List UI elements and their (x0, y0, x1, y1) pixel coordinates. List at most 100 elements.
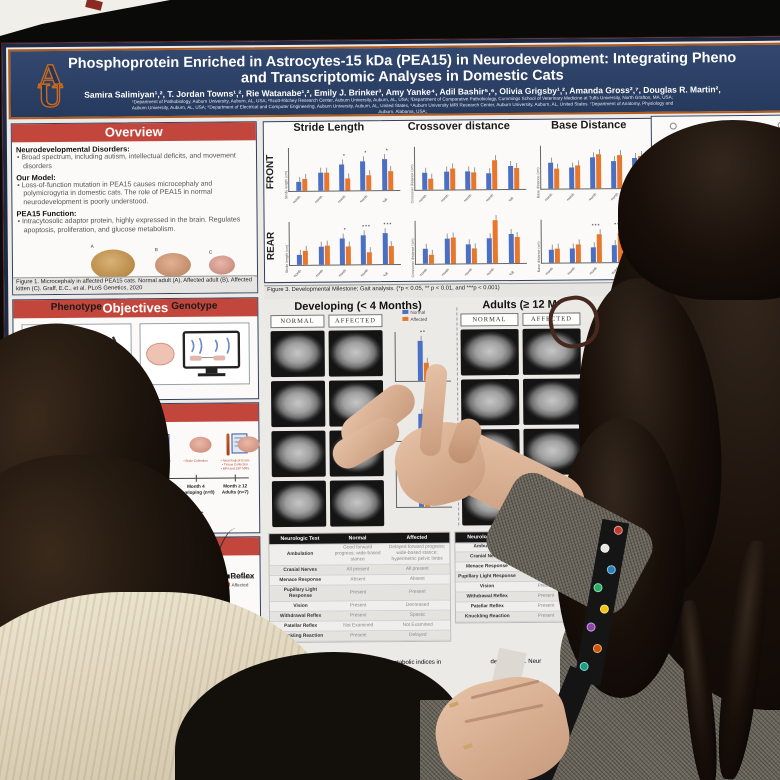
table-cell: All present (405, 566, 429, 572)
timeline-point: • Neurological Exam • Tissue Collection • … (215, 425, 261, 507)
table-cell: Cranial Nerves (283, 567, 318, 573)
y-axis-label-text: Stride length (cm) (284, 244, 290, 274)
table-cell: Delayed forward progress; wide-based sta… (388, 544, 446, 563)
dna-squiggle-icon (190, 337, 230, 355)
bar-affected (323, 172, 329, 191)
bar-affected (450, 237, 456, 264)
mri-image (328, 330, 383, 377)
table-cell: Ambulation (286, 551, 314, 557)
bar-group (482, 220, 504, 264)
bar-affected (492, 160, 498, 190)
mri-image (271, 480, 327, 528)
figure1-caption: Figure 1. Microcephaly in affected PEA15… (13, 274, 258, 295)
bar-affected (514, 236, 520, 264)
category-label: 1 month (416, 267, 429, 276)
table-row: Pupillary Light Response Present Present (269, 585, 450, 603)
bar-group (565, 244, 586, 263)
significance-label: * (385, 148, 389, 155)
bar-normal (296, 181, 302, 191)
category-label: 2 month (438, 267, 451, 276)
bar-affected (449, 168, 455, 190)
bar-group (460, 171, 482, 190)
category-label: 4 month (357, 268, 370, 277)
lanyard-pin (592, 643, 603, 654)
overview-header: Overview (11, 122, 256, 143)
bar-affected (345, 178, 351, 191)
category-label: 1 month (289, 194, 302, 203)
category-label: 3 month (586, 266, 598, 275)
overview-bullet-3: Intracytosolic adaptor protein, highly e… (22, 216, 253, 235)
gait-chart-titles: Stride Length Crossover distance Base Di… (264, 119, 654, 136)
chart-plot (414, 219, 527, 265)
bar-normal (339, 238, 345, 265)
bar-normal (569, 248, 575, 263)
overview-bullet-1: Broad spectrum, including autism, intell… (21, 152, 252, 171)
category-label: Adult (505, 196, 514, 202)
mri-image (460, 328, 519, 376)
auburn-university-logo-icon: A U (24, 55, 77, 116)
category-label: 1 month (290, 268, 303, 277)
bar-normal (611, 161, 617, 189)
category-label: 2 month (312, 194, 324, 203)
timeline-note: • Brain Collection (183, 458, 208, 463)
normal-swatch (402, 309, 409, 314)
table-cell: Patellar Reflex (470, 604, 504, 610)
chart-area: 1 month 2 month 3 month 4 month Adult (413, 145, 527, 217)
table-cell: Good forward progress; wide-based stance (334, 545, 381, 563)
bar-group (564, 165, 585, 189)
bar-group (313, 245, 335, 265)
timeline-notes: • Brain Collection (176, 459, 215, 463)
brain-icon (189, 436, 212, 453)
category-label: 3 month (585, 192, 598, 201)
bar-affected (429, 254, 435, 264)
bar-group: * (335, 227, 357, 265)
y-axis-label-text: Crossover distance (cm) (410, 238, 416, 278)
timeline-label: Month ≥ 12 Adults (n=7) (221, 483, 249, 495)
bar-affected (596, 154, 602, 189)
table-cell: Present (409, 589, 426, 595)
table-header-cell: Affected (406, 534, 428, 541)
bar-affected (471, 248, 477, 264)
chart-area: * * * 1 month 2 month 3 month 4 month Adult (287, 147, 401, 218)
gait-analysis-panel: Stride Length Crossover distance Base Di… (262, 117, 657, 284)
table-cell: Decreased (405, 602, 430, 608)
rear-crossover-chart: Crossover distance (cm) 1 month 2 month 3 m… (407, 219, 528, 291)
table-cell: Present (349, 590, 367, 596)
bar-affected (554, 168, 560, 189)
affected-kitten-brain-image: C (209, 250, 236, 275)
bar-normal (486, 173, 492, 190)
bar-normal (417, 340, 423, 381)
table-cell: Vision (293, 603, 308, 609)
bar-normal (465, 171, 471, 190)
table-cell: Menace Response (279, 577, 322, 584)
category-label: 2 month (312, 268, 325, 277)
mri-image (270, 330, 325, 378)
bar-normal (548, 249, 554, 263)
bar-group (503, 166, 525, 190)
timeline-icon-brain (176, 432, 216, 458)
front-stride-length-chart: Stride length (cm) * * * 1 month 2 month 3 mon… (280, 147, 401, 218)
affected-adult-brain-image: B (155, 247, 192, 278)
adults-header: Adults (≥ 12 M (482, 298, 557, 312)
table-cell: Spastic (409, 612, 426, 618)
lanyard-pin (613, 525, 624, 536)
y-axis-label-text: Stride length (cm) (284, 170, 289, 200)
brain-icon (237, 436, 261, 453)
bar-group (544, 248, 565, 263)
significance-label: ** (420, 329, 427, 336)
bar-normal (318, 246, 324, 265)
category-label: 3 month (460, 193, 473, 202)
workflow-step1-circle (669, 122, 677, 130)
bar-normal (382, 233, 388, 265)
bar-affected (388, 246, 394, 265)
y-axis-label: Base distance (cm) (533, 220, 542, 290)
chart-plot: * *** *** (288, 221, 401, 266)
bar-group: * (377, 148, 399, 191)
bar-normal (360, 161, 366, 191)
bar-group: *** (356, 224, 378, 265)
mri-image (271, 430, 326, 478)
y-axis-label: Base distance (cm) (532, 146, 541, 216)
significance-label: * (343, 227, 347, 234)
category-label: 2 month (564, 266, 576, 275)
bar-normal (548, 162, 554, 189)
